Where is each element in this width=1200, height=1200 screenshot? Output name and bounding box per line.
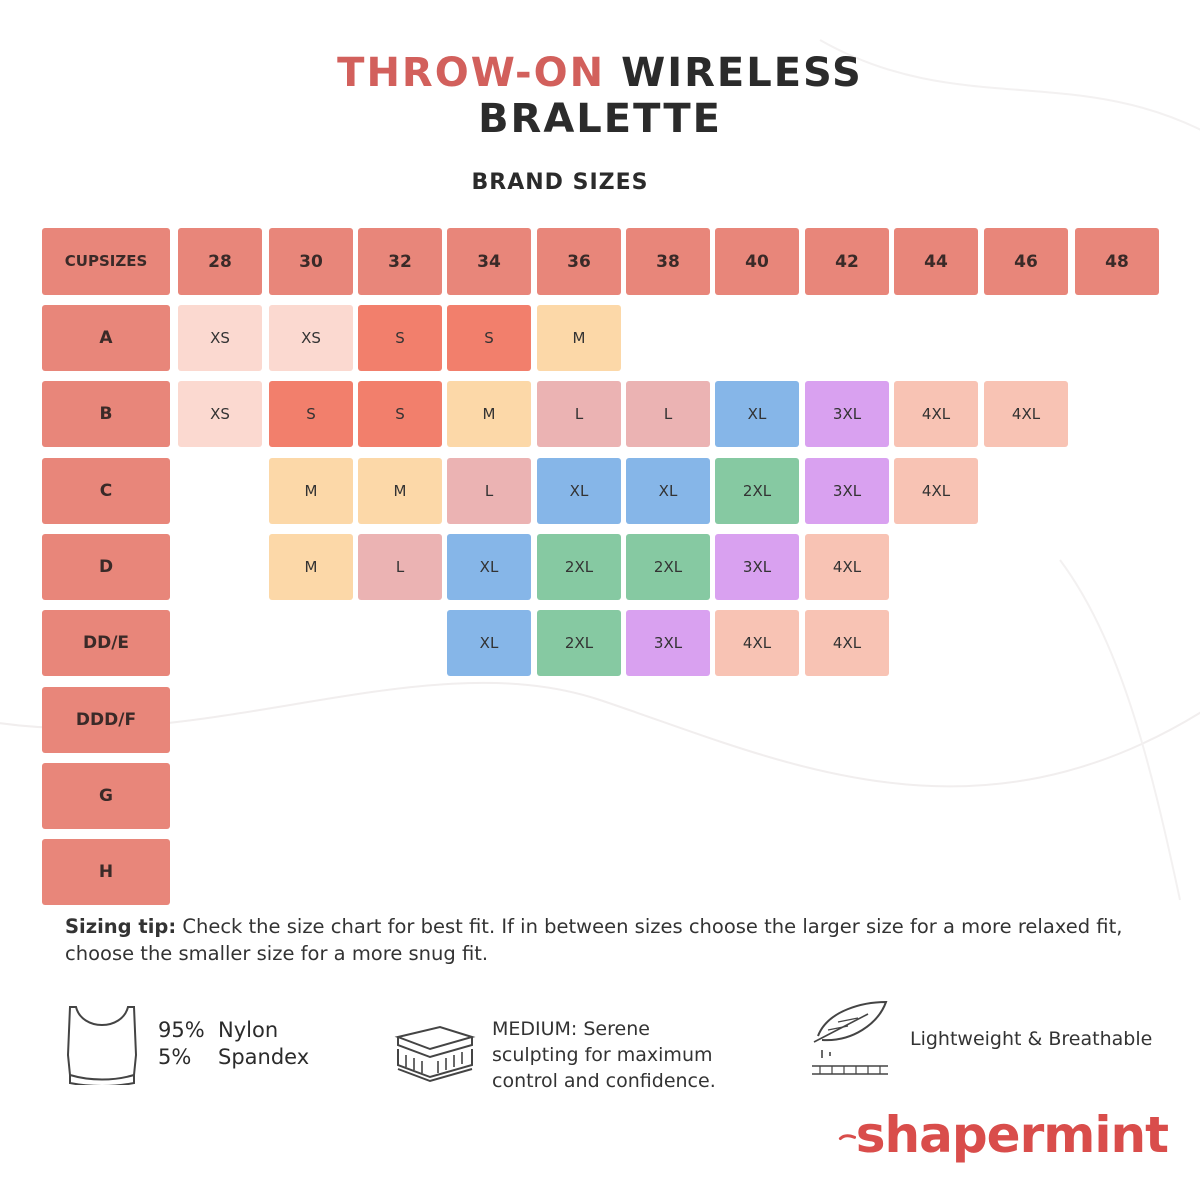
layers-icon [394, 1025, 476, 1083]
size-cell: 3XL [805, 458, 889, 524]
swoosh-icon [838, 1134, 856, 1141]
size-cell: 2XL [537, 610, 621, 676]
band-size-header: 48 [1075, 228, 1159, 295]
brand-name: shapermint [855, 1106, 1169, 1164]
size-cell: 3XL [715, 534, 799, 600]
size-cell: S [358, 381, 442, 447]
size-cell: 2XL [537, 534, 621, 600]
compression-line-2: sculpting for maximum [492, 1044, 713, 1066]
bralette-icon [66, 1006, 138, 1085]
size-cell: 4XL [805, 534, 889, 600]
fabric-material-1: Nylon [218, 1018, 279, 1042]
band-size-header: 30 [269, 228, 353, 295]
title-rest: WIRELESS [621, 50, 863, 96]
cup-size-header: G [42, 763, 170, 829]
sizing-tip-text: Check the size chart for best fit. If in… [65, 915, 1123, 965]
size-cell: XL [447, 534, 531, 600]
title-line2: BRALETTE [478, 96, 722, 142]
band-size-header: 38 [626, 228, 710, 295]
cup-size-header: A [42, 305, 170, 371]
size-cell: L [537, 381, 621, 447]
band-size-header: 44 [894, 228, 978, 295]
cup-size-header: H [42, 839, 170, 905]
size-cell: L [626, 381, 710, 447]
size-cell: S [358, 305, 442, 371]
cup-size-header: C [42, 458, 170, 524]
size-cell: XL [447, 610, 531, 676]
band-size-header: 34 [447, 228, 531, 295]
size-cell: 3XL [805, 381, 889, 447]
size-chart-grid: CUP SIZES 28 30 32 34 36 38 40 42 44 46 48 A XS XS S S M B X… [42, 228, 1159, 905]
size-cell: 4XL [894, 458, 978, 524]
band-size-header: 32 [358, 228, 442, 295]
title-accent: THROW-ON [337, 50, 606, 96]
size-cell: 4XL [984, 381, 1068, 447]
size-cell: M [537, 305, 621, 371]
cup-size-header: DD/E [42, 610, 170, 676]
fabric-material-2: Spandex [218, 1045, 310, 1069]
size-cell: M [269, 458, 353, 524]
band-size-header: 36 [537, 228, 621, 295]
band-size-header: 40 [715, 228, 799, 295]
size-cell: L [358, 534, 442, 600]
sizing-tip: Sizing tip: Check the size chart for bes… [65, 913, 1155, 967]
size-cell: 4XL [805, 610, 889, 676]
band-size-header: 28 [178, 228, 262, 295]
size-cell: 2XL [626, 534, 710, 600]
size-cell: XS [269, 305, 353, 371]
chart-subtitle: BRAND SIZES [471, 170, 649, 195]
size-cell: M [358, 458, 442, 524]
size-cell: XL [715, 381, 799, 447]
cup-size-header: B [42, 381, 170, 447]
size-cell: S [447, 305, 531, 371]
size-cell: XS [178, 381, 262, 447]
band-size-header: 46 [984, 228, 1068, 295]
sizing-tip-label: Sizing tip: [65, 915, 177, 938]
compression-line-1: MEDIUM: Serene [492, 1018, 650, 1040]
size-cell: 3XL [626, 610, 710, 676]
page-title: THROW-ON WIRELESS BRALETTE [0, 50, 1200, 142]
size-cell: XL [626, 458, 710, 524]
fabric-pct-1: 95% [158, 1018, 205, 1042]
compression-line-3: control and confidence. [492, 1070, 716, 1092]
cup-sizes-header: CUP SIZES [42, 228, 170, 295]
cup-size-header: DDD/F [42, 687, 170, 753]
size-cell: 2XL [715, 458, 799, 524]
fabric-feature: 95% Nylon 5% Spandex [62, 1003, 338, 1085]
fabric-pct-2: 5% [158, 1045, 192, 1069]
brand-logo: shapermint [838, 1100, 1169, 1170]
size-cell: 4XL [894, 381, 978, 447]
size-cell: XL [537, 458, 621, 524]
weight-text: Lightweight & Breathable [910, 1028, 1153, 1050]
size-cell: M [447, 381, 531, 447]
feather-icon [812, 1000, 888, 1075]
size-cell: S [269, 381, 353, 447]
compression-feature: MEDIUM: Serene sculpting for maximum con… [392, 1016, 716, 1094]
size-cell: M [269, 534, 353, 600]
band-size-header: 42 [805, 228, 889, 295]
size-cell: XS [178, 305, 262, 371]
cup-size-header: D [42, 534, 170, 600]
size-cell: 4XL [715, 610, 799, 676]
size-cell: L [447, 458, 531, 524]
weight-feature: Lightweight & Breathable [808, 996, 1152, 1082]
